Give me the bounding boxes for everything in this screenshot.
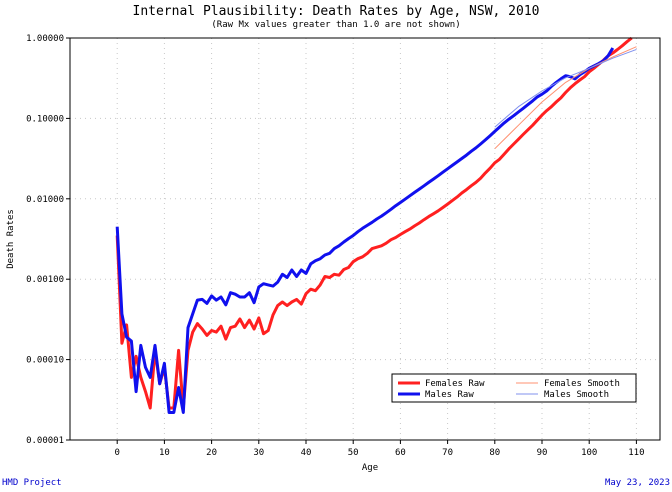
y-tick-label: 0.00100 [26,275,64,285]
x-tick-label: 10 [159,448,170,458]
legend-label-males-raw: Males Raw [425,390,474,400]
y-tick-label: 1.00000 [26,34,64,44]
x-tick-label: 0 [114,448,119,458]
legend-label-females-smooth: Females Smooth [544,379,620,389]
y-tick-label: 0.10000 [26,114,64,124]
legend-box [391,373,637,403]
legend-label-females-raw: Females Raw [425,379,485,389]
series-line-males-raw [115,47,615,414]
series-layer [115,36,637,414]
legend-label-males-smooth: Males Smooth [544,390,609,400]
chart-subtitle: (Raw Mx values greater than 1.0 are not … [211,20,460,30]
x-axis-label: Age [362,463,378,473]
series-line-females-raw [115,36,633,410]
footer-left: HMD Project [2,478,62,488]
y-axis-label: Death Rates [6,209,16,269]
x-tick-label: 30 [253,448,264,458]
x-tick-label: 70 [442,448,453,458]
x-tick-label: 20 [206,448,217,458]
x-tick-label: 40 [301,448,312,458]
x-tick-label: 50 [348,448,359,458]
x-tick-layer: 0 10 20 30 40 50 60 70 80 90 100 110 [114,440,645,458]
y-tick-label: 0.00001 [26,436,64,446]
legend: Females Raw Males Raw Females Smooth Mal… [391,373,637,403]
y-tick-layer: 0.00001 0.00010 0.00100 0.01000 0.10000 1.000… [26,34,70,446]
y-tick-label: 0.01000 [26,195,64,205]
footer-right: May 23, 2023 [605,478,670,488]
series-line-males-smooth [494,49,637,128]
y-tick-label: 0.00010 [26,356,64,366]
series-line-females-smooth [494,46,637,150]
plot-frame [69,37,661,441]
x-tick-label: 80 [489,448,500,458]
chart-title: Internal Plausibility: Death Rates by Ag… [133,4,540,19]
x-tick-label: 110 [628,448,644,458]
x-tick-label: 90 [537,448,548,458]
x-tick-label: 100 [581,448,597,458]
x-tick-label: 60 [395,448,406,458]
